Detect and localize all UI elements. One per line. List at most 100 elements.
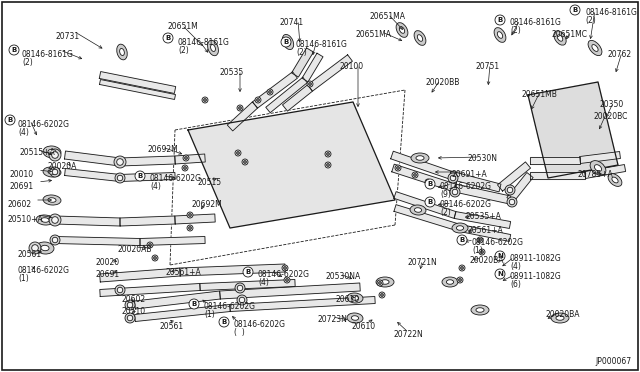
Circle shape [425, 179, 435, 189]
Text: 08146-6202G: 08146-6202G [472, 238, 524, 247]
Circle shape [377, 280, 383, 286]
Circle shape [395, 165, 401, 171]
Text: 20515: 20515 [198, 178, 222, 187]
Ellipse shape [557, 35, 563, 41]
Ellipse shape [612, 177, 618, 183]
Polygon shape [580, 151, 620, 163]
Circle shape [187, 225, 193, 231]
Circle shape [477, 237, 483, 243]
Text: 20691: 20691 [96, 270, 120, 279]
Text: 20602: 20602 [8, 200, 32, 209]
Text: 20691: 20691 [10, 182, 34, 191]
Text: 20561+A: 20561+A [166, 268, 202, 277]
Circle shape [52, 237, 58, 243]
Circle shape [269, 91, 271, 93]
Circle shape [257, 99, 259, 101]
Ellipse shape [494, 28, 506, 42]
Ellipse shape [551, 313, 569, 323]
Polygon shape [200, 279, 295, 291]
Polygon shape [140, 237, 205, 246]
Circle shape [189, 214, 191, 217]
Circle shape [267, 89, 273, 95]
Text: 20020BA: 20020BA [470, 256, 504, 265]
Text: (2): (2) [510, 26, 521, 35]
Polygon shape [266, 77, 307, 113]
Text: (  ): ( ) [234, 328, 244, 337]
Circle shape [184, 167, 186, 169]
Text: 20010: 20010 [10, 170, 34, 179]
Text: 20741: 20741 [280, 18, 304, 27]
Circle shape [459, 279, 461, 281]
Polygon shape [454, 212, 511, 228]
Circle shape [457, 277, 463, 283]
Circle shape [381, 294, 383, 296]
Polygon shape [227, 102, 258, 131]
Ellipse shape [595, 165, 602, 171]
Text: B: B [138, 173, 143, 179]
Ellipse shape [36, 215, 54, 225]
Ellipse shape [411, 153, 429, 163]
Circle shape [49, 149, 61, 161]
Circle shape [237, 295, 247, 305]
Ellipse shape [442, 277, 458, 287]
Polygon shape [120, 173, 175, 182]
Polygon shape [394, 205, 461, 231]
Text: B: B [497, 17, 502, 23]
Circle shape [495, 15, 505, 25]
Text: 08146-6202G: 08146-6202G [150, 174, 202, 183]
Ellipse shape [476, 308, 484, 312]
Polygon shape [308, 55, 353, 91]
Circle shape [255, 97, 261, 103]
Ellipse shape [48, 198, 56, 202]
Circle shape [285, 279, 289, 281]
Circle shape [189, 227, 191, 230]
Text: 20731: 20731 [55, 32, 79, 41]
Circle shape [412, 172, 418, 178]
Circle shape [183, 155, 189, 161]
Circle shape [505, 185, 515, 195]
Text: B: B [165, 35, 171, 41]
Circle shape [125, 300, 135, 310]
Text: B: B [460, 237, 465, 243]
Circle shape [147, 242, 153, 248]
Text: (9): (9) [440, 190, 451, 199]
Ellipse shape [207, 40, 218, 56]
Text: 20762: 20762 [608, 50, 632, 59]
Circle shape [427, 181, 429, 183]
Circle shape [325, 151, 331, 157]
Circle shape [379, 282, 381, 284]
Circle shape [135, 171, 145, 181]
Polygon shape [220, 283, 360, 299]
Text: 20610: 20610 [336, 295, 360, 304]
Text: (4): (4) [150, 182, 161, 191]
Circle shape [239, 107, 241, 109]
Ellipse shape [120, 48, 124, 55]
Polygon shape [460, 225, 511, 241]
Text: 08146-6202G: 08146-6202G [440, 200, 492, 209]
Circle shape [115, 173, 125, 183]
Circle shape [452, 189, 458, 195]
Text: (2): (2) [178, 46, 189, 55]
Text: 08146-6202G: 08146-6202G [258, 270, 310, 279]
Text: N: N [497, 271, 503, 277]
Circle shape [235, 283, 245, 293]
Polygon shape [528, 82, 618, 178]
Ellipse shape [48, 149, 56, 155]
Text: (2): (2) [296, 48, 307, 57]
Polygon shape [180, 264, 285, 276]
Ellipse shape [43, 146, 61, 158]
Text: (2): (2) [22, 58, 33, 67]
Circle shape [448, 173, 458, 183]
Text: 20020BC: 20020BC [594, 112, 628, 121]
Circle shape [49, 214, 61, 226]
Circle shape [507, 197, 517, 207]
Ellipse shape [556, 316, 564, 320]
Circle shape [29, 242, 41, 254]
Polygon shape [230, 296, 375, 311]
Text: B: B [221, 319, 227, 325]
Text: 08911-1082G: 08911-1082G [510, 254, 562, 263]
Polygon shape [507, 173, 533, 202]
Text: 20692M: 20692M [192, 200, 223, 209]
Polygon shape [99, 71, 176, 93]
Text: 20721N: 20721N [408, 258, 438, 267]
